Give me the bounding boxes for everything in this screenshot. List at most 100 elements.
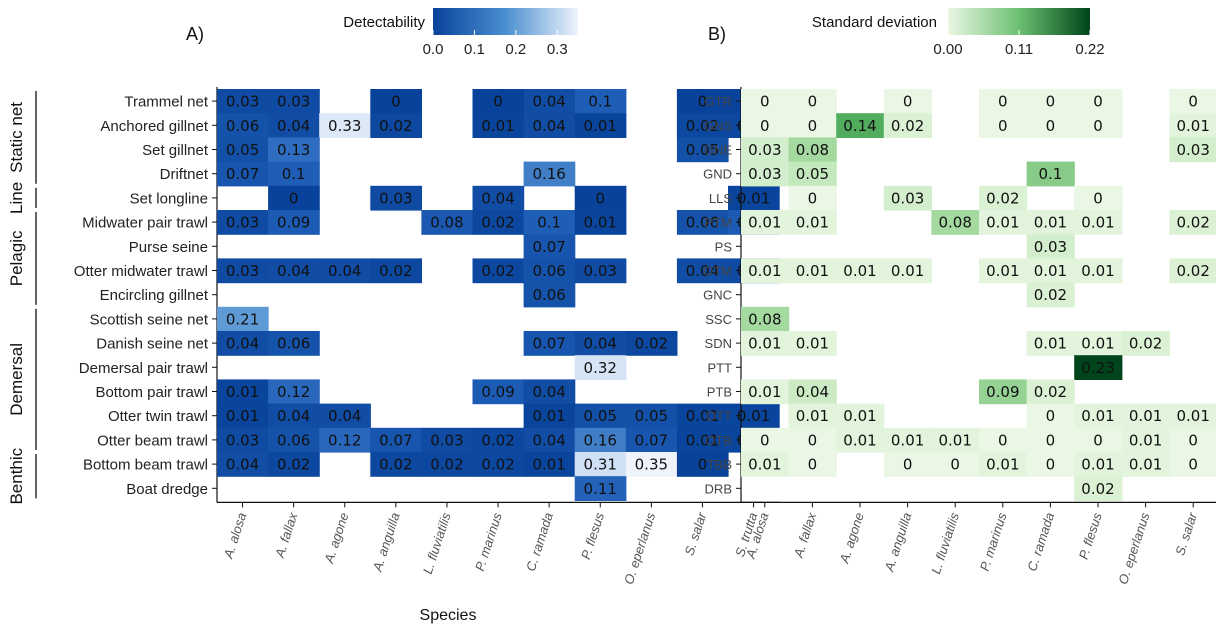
- cell-a: [523, 331, 576, 356]
- cell-b-value: 0: [998, 431, 1008, 449]
- species-label: A. anguilla: [369, 511, 402, 574]
- cell-b: [931, 210, 980, 235]
- cell-b: [788, 113, 837, 138]
- gear-code-label: PTB: [707, 385, 732, 400]
- gear-label: Set gillnet: [142, 142, 209, 159]
- cell-b-value: 0.04: [796, 383, 829, 401]
- cell-b-value: 0.02: [986, 189, 1019, 207]
- species-label: A. fallax: [272, 510, 301, 560]
- cell-b: [1074, 403, 1123, 429]
- cell-a-value: 0.31: [584, 456, 617, 474]
- species-label-b: O. eperlanus: [1115, 510, 1152, 586]
- gear-label: Boat dredge: [126, 481, 208, 498]
- cell-b: [1121, 452, 1170, 477]
- cell-b: [1074, 427, 1123, 453]
- cell-b-value: 0: [1046, 117, 1056, 135]
- cell-a-value: 0.06: [277, 335, 310, 353]
- cell-a-value: 0.04: [532, 431, 565, 449]
- cell-b: [741, 258, 790, 284]
- cell-a-value: 0.1: [282, 165, 306, 183]
- cell-a: [421, 427, 474, 453]
- cell-b-value: 0.01: [796, 214, 829, 232]
- cell-a: [676, 89, 729, 114]
- cell-b: [883, 113, 932, 138]
- cell-b: [788, 185, 837, 211]
- cell-a-value: 0.09: [481, 383, 514, 401]
- cell-b-value: 0: [808, 117, 818, 135]
- cell-b: [979, 379, 1028, 405]
- legend-b-title: Standard deviation: [812, 14, 937, 31]
- cell-b-value: 0.02: [1176, 214, 1209, 232]
- gear-code-label: PTM: [705, 215, 732, 230]
- cell-b-value: 0.01: [796, 262, 829, 280]
- cell-b-value: 0.02: [1129, 335, 1162, 353]
- species-label-b: A. agone: [836, 511, 867, 566]
- cell-b-value: 0.01: [796, 407, 829, 425]
- cell-b: [788, 452, 837, 477]
- cell-a: [319, 258, 371, 284]
- species-label-b: P. flesus: [1076, 510, 1105, 561]
- cell-b-value: 0: [1188, 93, 1198, 111]
- cell-b: [1074, 210, 1123, 235]
- cell-a-value: 0.01: [737, 407, 770, 425]
- gear-label: Otter twin trawl: [108, 408, 208, 425]
- cell-b-value: 0.02: [1034, 383, 1067, 401]
- cell-a-value: 0.08: [430, 214, 463, 232]
- cell-a: [268, 89, 320, 114]
- legend-a-tick-label: 0.1: [464, 41, 485, 58]
- cell-a-value: 0.06: [686, 214, 719, 232]
- cell-b: [1026, 282, 1075, 308]
- gear-label: Trammel net: [124, 94, 208, 111]
- cell-b: [836, 258, 885, 284]
- species-label-b: P. marinus: [977, 510, 1010, 573]
- cell-b: [836, 427, 885, 453]
- cell-a-value: 0.02: [277, 456, 310, 474]
- species-label-b: L. fluviatilis: [928, 510, 962, 576]
- cell-a-value: 0.04: [277, 407, 310, 425]
- gear-label: Danish seine net: [96, 336, 209, 353]
- cell-a: [574, 452, 627, 477]
- gear-label: Scottish seine net: [90, 311, 209, 328]
- cell-b: [1026, 379, 1075, 405]
- cell-a: [217, 379, 269, 405]
- cell-b: [979, 113, 1028, 138]
- gear-label: Driftnet: [160, 166, 209, 183]
- cell-a: [574, 403, 627, 429]
- cell-b-value: 0.03: [1034, 238, 1067, 256]
- cell-b-value: 0.01: [1081, 262, 1114, 280]
- cell-a: [217, 137, 269, 163]
- cell-a: [319, 403, 371, 429]
- species-label: L. fluviatilis: [420, 510, 454, 576]
- cell-b-value: 0: [998, 93, 1008, 111]
- gear-label: Bottom beam trawl: [83, 457, 208, 474]
- cell-b-value: 0.01: [796, 335, 829, 353]
- cell-b-value: 0: [808, 456, 818, 474]
- cell-a: [217, 427, 269, 453]
- cell-b-value: 0.01: [1129, 407, 1162, 425]
- cell-a: [217, 306, 269, 332]
- species-label-b: A. anguilla: [881, 511, 914, 574]
- cell-a: [676, 210, 729, 235]
- cell-a: [574, 185, 627, 211]
- cell-a: [523, 403, 576, 429]
- cell-a-value: 0.04: [226, 456, 259, 474]
- cell-a-value: 0.03: [226, 262, 259, 280]
- gear-code-label: OTM: [703, 264, 732, 279]
- cell-b: [788, 161, 837, 187]
- cell-a-value: 0.03: [277, 93, 310, 111]
- cell-a-value: 0.06: [532, 286, 565, 304]
- legend-b-tick-label: 0.11: [1005, 41, 1033, 58]
- cell-a-value: 0.01: [686, 407, 719, 425]
- cell-b: [1074, 476, 1123, 501]
- cell-b-value: 0.01: [748, 262, 781, 280]
- cell-a-value: 0.07: [379, 431, 412, 449]
- cell-a: [676, 452, 729, 477]
- cell-a: [523, 258, 576, 284]
- cell-a-value: 0.32: [584, 359, 617, 377]
- cell-b-value: 0.02: [1176, 262, 1209, 280]
- cell-b-value: 0.02: [1034, 286, 1067, 304]
- cell-a: [472, 113, 525, 138]
- cell-b-value: 0: [1046, 407, 1056, 425]
- cell-a: [370, 113, 422, 138]
- cell-b-value: 0.01: [843, 262, 876, 280]
